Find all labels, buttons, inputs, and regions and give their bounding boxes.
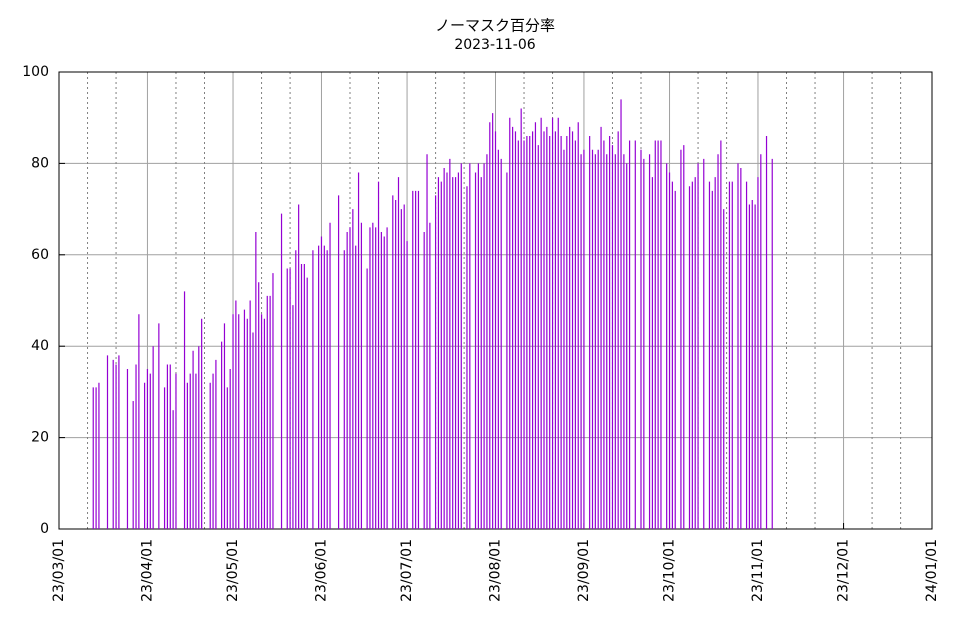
x-tick-label: 24/01/01 <box>924 539 940 602</box>
y-tick-label: 20 <box>31 430 49 446</box>
y-tick-label: 0 <box>40 521 49 537</box>
x-tick-label: 23/03/01 <box>51 539 67 602</box>
y-tick-label: 80 <box>31 155 49 171</box>
x-tick-label: 23/12/01 <box>836 539 852 602</box>
x-tick-label: 23/05/01 <box>225 539 241 602</box>
x-tick-label: 23/11/01 <box>750 539 766 602</box>
x-tick-label: 23/04/01 <box>139 539 155 602</box>
chart-subtitle: 2023-11-06 <box>454 37 535 53</box>
x-tick-label: 23/09/01 <box>576 539 592 602</box>
y-tick-label: 40 <box>31 338 49 354</box>
x-tick-label: 23/08/01 <box>488 539 504 602</box>
x-tick-label: 23/06/01 <box>313 539 329 602</box>
chart-title: ノーマスク百分率 <box>435 17 555 35</box>
x-tick-label: 23/07/01 <box>399 539 415 602</box>
y-tick-label: 60 <box>31 247 49 263</box>
x-tick-label: 23/10/01 <box>662 539 678 602</box>
y-tick-label: 100 <box>22 64 49 80</box>
